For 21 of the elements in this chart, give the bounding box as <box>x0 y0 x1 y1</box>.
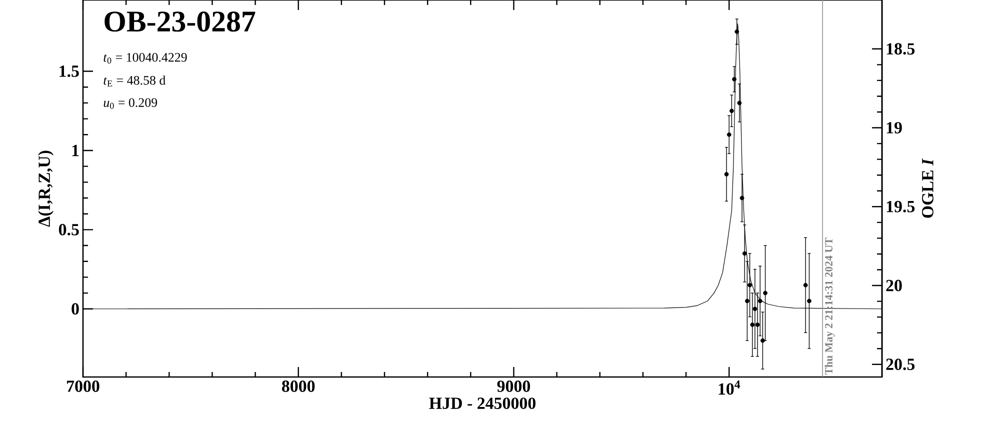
y-tick-label: 1.5 <box>60 66 79 77</box>
annotation: t$_{0}$ = 10040.4229 <box>104 52 187 64</box>
y-tick-label: 0.5 <box>58 224 79 236</box>
chart-title: OB-23-0287 <box>104 12 256 32</box>
x-tick-label: 10$^{4}$ <box>718 380 740 395</box>
y2-tick-label: 18.5 <box>886 43 915 55</box>
y-axis-title: Δ(I,R,Z,U) <box>38 150 54 227</box>
y2-axis-title: OGLE I <box>922 158 934 218</box>
y-tick-label: 0 <box>72 303 79 315</box>
y2-tick-label: 19 <box>886 122 902 134</box>
annotation: t$_{E}$ = 48.58 d <box>104 76 166 86</box>
x-tick-label: 8000 <box>282 380 315 392</box>
y2-tick-label: 20.5 <box>886 358 915 370</box>
y-tick-label: 1 <box>72 144 79 156</box>
x-tick-label: 7000 <box>67 380 100 392</box>
y2-tick-label: 19.5 <box>886 200 915 212</box>
annotation: Thu May 2 21:14:31 2024 UT <box>824 238 835 375</box>
x-axis-title: HJD - 2450000 <box>429 398 536 410</box>
y2-tick-label: 20 <box>886 280 902 292</box>
x-tick-label: 9000 <box>497 380 530 392</box>
annotation: u$_{0}$ = 0.209 <box>104 98 158 109</box>
